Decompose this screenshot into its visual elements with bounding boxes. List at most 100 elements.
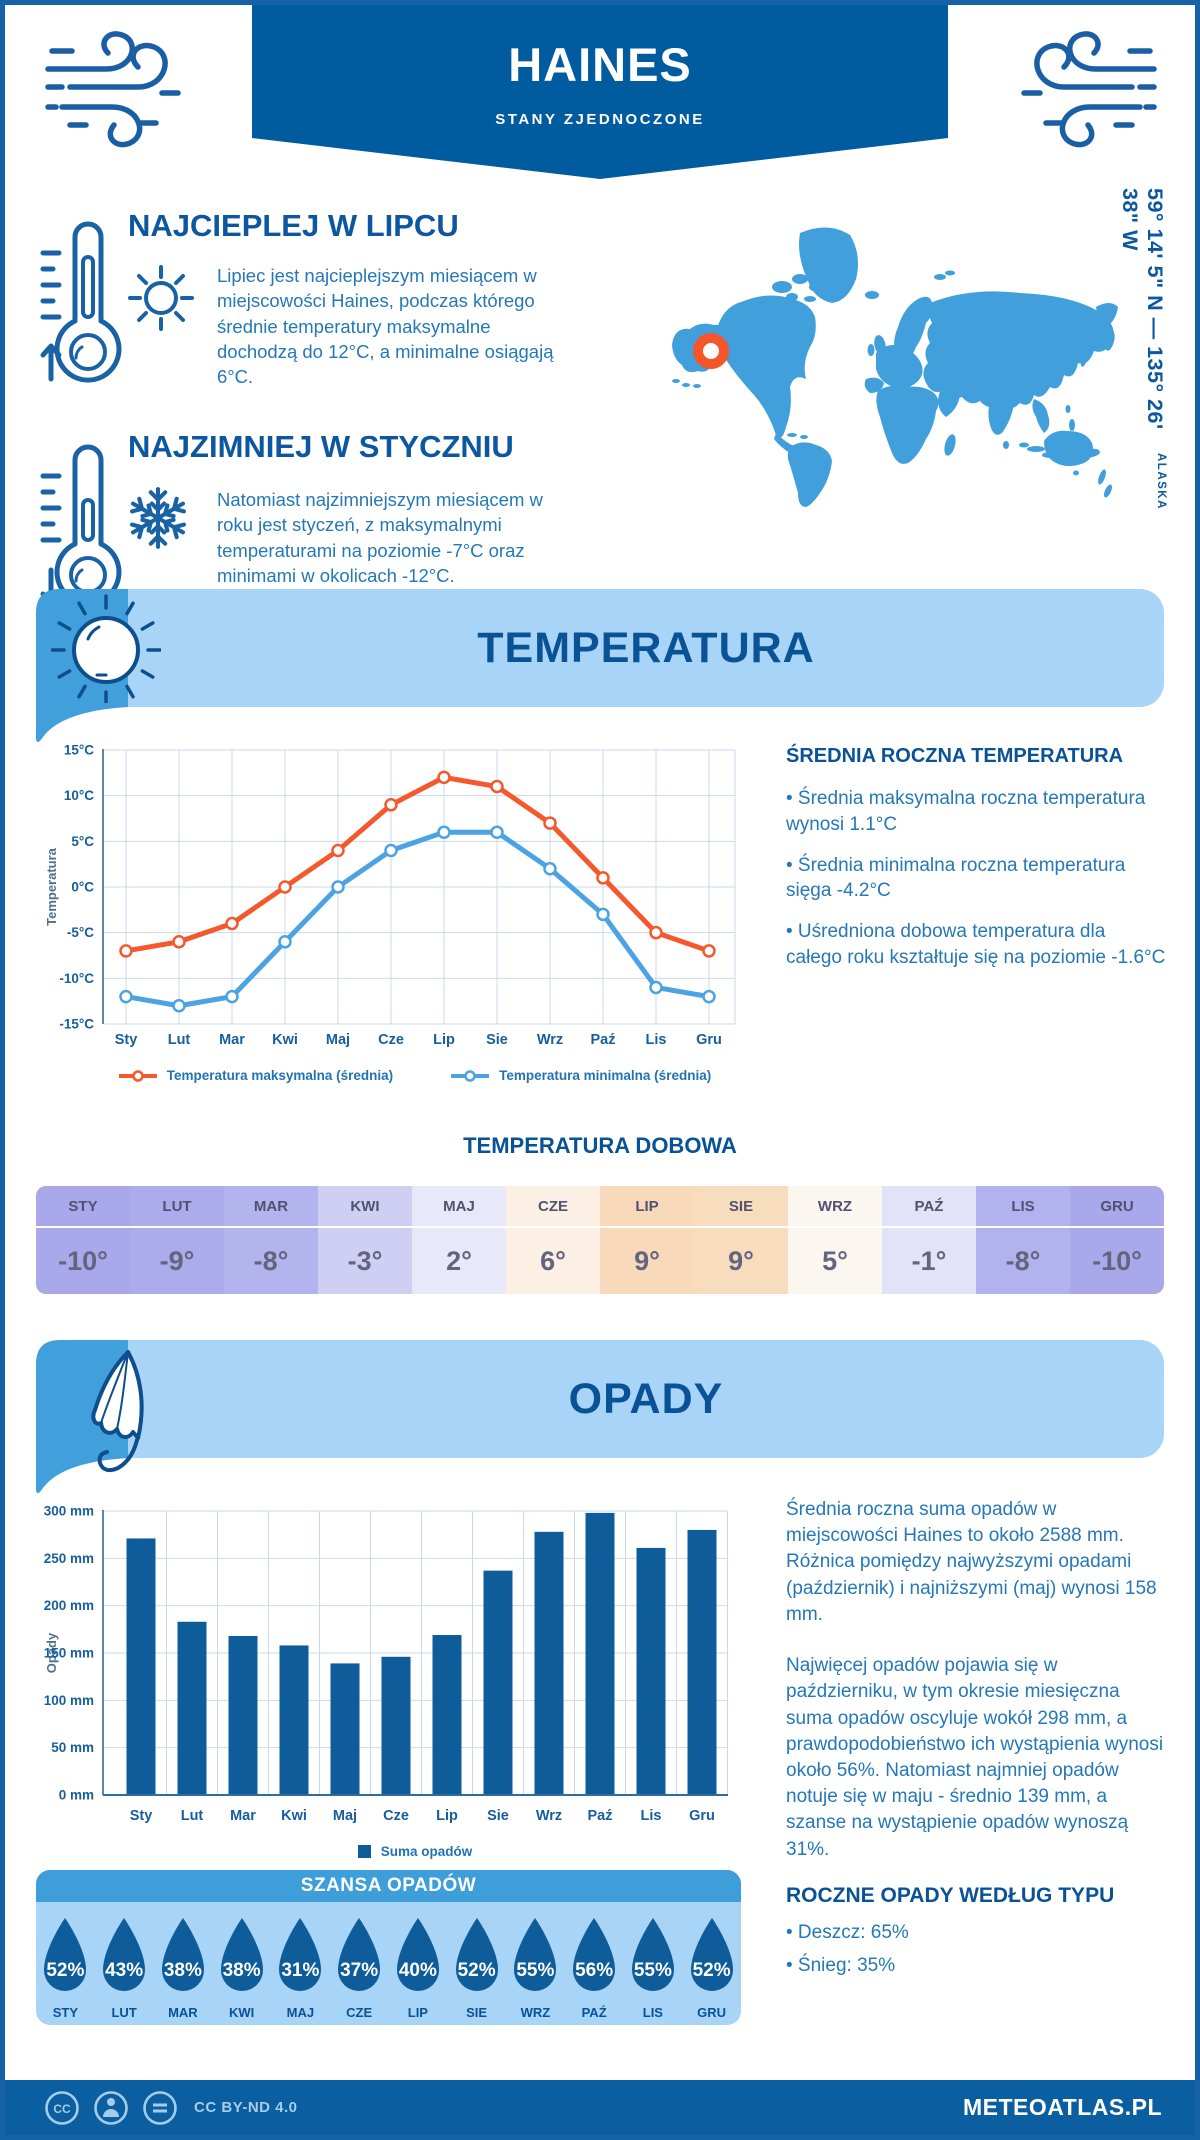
annual-temperature-heading: ŚREDNIA ROCZNA TEMPERATURA [786,745,1124,767]
chance-value: 43% [105,1960,144,1981]
daily-column-mar: MAR -8° [224,1186,318,1294]
by-type-bullet-rain: • Deszcz: 65% [786,1922,909,1943]
precipitation-banner-cap [36,1340,128,1494]
svg-text:Cze: Cze [378,1032,404,1048]
wind-icon-right [1010,29,1160,158]
daily-column-wrz: WRZ 5° [788,1186,882,1294]
bar-legend-swatch [357,1845,371,1858]
daily-temperature-value: -8° [253,1245,289,1276]
droplet-icon: 55% [512,1916,558,1994]
daily-column-sty: STY -10° [36,1186,130,1294]
daily-month-label: PAŹ [882,1186,976,1228]
chance-cell-wrz: 55% WRZ [506,1916,565,2020]
by-type-bullet-snow: • Śnieg: 35% [786,1954,896,1976]
precipitation-banner-title: OPADY [568,1374,724,1423]
prec-chart-ylabel: Opady [44,1632,59,1673]
chance-cell-sie: 52% SIE [447,1916,506,2020]
umbrella-icon [91,1350,144,1473]
daily-column-lip: LIP 9° [600,1186,694,1294]
chance-month-label: WRZ [520,2005,551,2020]
daily-temperature-table: STY -10° LUT -9° MAR -8° KWI -3° MAJ 2° CZE 6° LIP 9°… [36,1186,1164,1294]
daily-temperature-heading: TEMPERATURA DOBOWA [463,1133,737,1158]
svg-text:Sie: Sie [487,1808,509,1824]
svg-text:Sty: Sty [115,1032,138,1048]
coordinates-label: 59° 14' 5" N — 135° 26' 38" W [1118,188,1167,430]
legend-item-1: Temperatura minimalna (średnia) [451,1068,711,1083]
chance-panel-title: SZANSA OPADÓW [36,1870,741,1902]
chance-month-label: LUT [111,2005,137,2020]
chance-cell-mar: 38% MAR [154,1916,213,2020]
cc-nd-icon [143,2090,177,2125]
annual-bullet-3: • Uśredniona dobowa temperatura dla całe… [786,921,1166,969]
coldest-title: NAJZIMNIEJ W STYCZNIU [128,429,514,464]
daily-month-label: SIE [694,1186,788,1228]
chance-month-label: GRU [697,2005,727,2020]
chance-value: 52% [46,1960,85,1981]
chance-cell-lut: 43% LUT [95,1916,154,2020]
daily-temperature-value: -8° [1005,1245,1041,1276]
droplet-icon: 52% [689,1916,735,1994]
svg-text:Wrz: Wrz [536,1808,562,1824]
cc-license-icons: CC [43,2089,179,2127]
daily-month-label: LUT [130,1186,224,1228]
svg-text:-15°C: -15°C [59,1017,94,1032]
svg-text:CC: CC [53,2102,71,2116]
chance-value: 31% [281,1960,320,1981]
svg-text:Kwi: Kwi [281,1808,307,1824]
svg-text:Sty: Sty [130,1808,153,1824]
thermometer-warm-icon [40,221,122,383]
droplet-icon: 31% [277,1916,323,1994]
legend-item-0: Temperatura maksymalna (średnia) [118,1068,394,1083]
bar-legend-label: Suma opadów [380,1844,473,1859]
legend-label-1: Temperatura minimalna (średnia) [499,1068,712,1083]
daily-month-label: LIP [600,1186,694,1228]
chance-month-label: MAR [168,2005,198,2020]
footer-bar: CC CC BY-ND 4.0 METEOATLAS.PL [5,2080,1195,2135]
legend-label-0: Temperatura maksymalna (średnia) [166,1068,394,1083]
svg-text:Lis: Lis [641,1808,662,1824]
droplet-icon: 56% [571,1916,617,1994]
droplet-icon: 38% [219,1916,265,1994]
svg-text:Cze: Cze [383,1808,409,1824]
temperature-chart-legend: Temperatura maksymalna (średnia) Temperat… [95,1068,735,1083]
chance-droplets-row: 52% STY 43% LUT 38% MAR 38% KWI 31% MAJ 37% CZE 40% L… [36,1902,741,2020]
droplet-icon: 52% [454,1916,500,1994]
daily-temperature-value: -10° [1092,1245,1142,1276]
chance-month-label: STY [52,2005,79,2020]
daily-column-lis: LIS -8° [976,1186,1070,1294]
svg-text:0 mm: 0 mm [59,1788,94,1803]
daily-column-kwi: KWI -3° [318,1186,412,1294]
svg-text:Gru: Gru [689,1808,715,1824]
svg-text:5°C: 5°C [71,834,94,849]
precipitation-paragraph-2: Najwięcej opadów pojawia się w październ… [786,1655,1164,1860]
precipitation-by-type-block: ROCZNE OPADY WEDŁUG TYPU • Deszcz: 65% •… [786,1884,1170,1994]
chance-cell-lis: 55% LIS [624,1916,683,2020]
svg-text:Lip: Lip [436,1808,458,1824]
daily-month-label: KWI [318,1186,412,1228]
daily-month-label: CZE [506,1186,600,1228]
sun-banner-icon [51,594,161,703]
chance-value: 40% [398,1960,437,1981]
daily-temperature-value: 2° [446,1245,472,1276]
chance-cell-kwi: 38% KWI [212,1916,271,2020]
chance-value: 37% [340,1960,379,1981]
chance-month-label: LIP [407,2005,428,2020]
svg-text:-5°C: -5°C [67,925,94,940]
droplet-icon: 37% [336,1916,382,1994]
daily-temperature-value: 9° [728,1245,754,1276]
svg-text:-10°C: -10°C [59,971,94,986]
daily-column-cze: CZE 6° [506,1186,600,1294]
daily-month-label: LIS [976,1186,1070,1228]
svg-text:Mar: Mar [219,1032,245,1048]
chance-value: 38% [163,1960,202,1981]
chance-value: 38% [222,1960,261,1981]
chance-cell-cze: 37% CZE [330,1916,389,2020]
chance-value: 55% [633,1960,672,1981]
chance-value: 52% [692,1960,731,1981]
daily-month-label: MAJ [412,1186,506,1228]
chance-month-label: KWI [228,2005,255,2020]
chance-cell-lip: 40% LIP [389,1916,448,2020]
daily-temperature-value: -1° [911,1245,947,1276]
chance-value: 56% [575,1960,614,1981]
